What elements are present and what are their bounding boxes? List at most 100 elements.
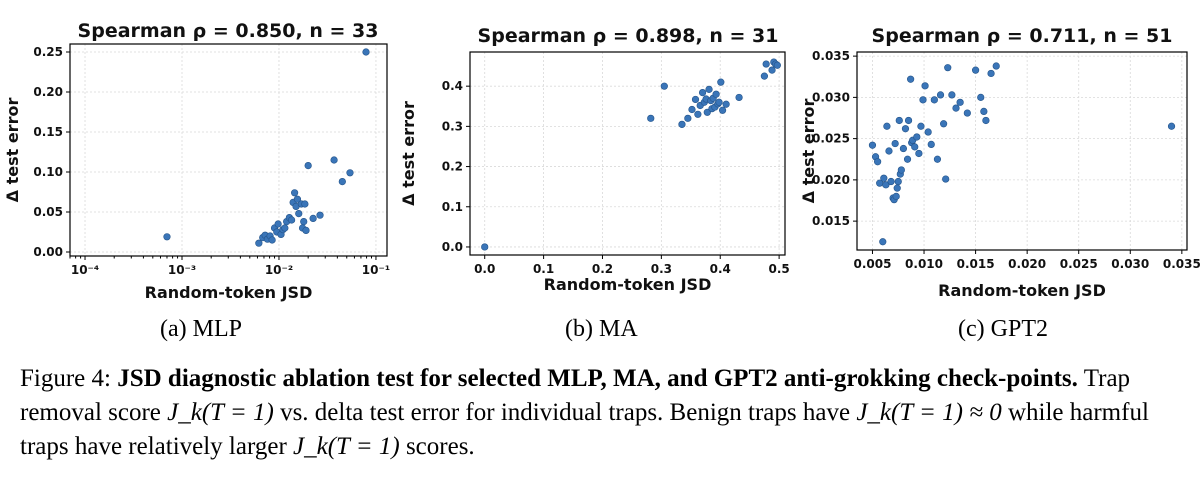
data-point xyxy=(891,139,899,148)
y-tick-label: 0.05 xyxy=(33,205,63,219)
data-point xyxy=(338,178,346,186)
plot-frame xyxy=(69,43,388,257)
data-point xyxy=(647,114,655,122)
y-tick-label: 0.020 xyxy=(812,173,850,187)
data-point xyxy=(735,93,743,102)
data-point xyxy=(768,66,776,74)
data-point xyxy=(163,233,171,241)
data-point xyxy=(268,236,276,244)
data-point xyxy=(316,211,324,219)
data-point xyxy=(688,105,696,114)
caption-formula-2: J_k(T = 1) ≈ 0 xyxy=(856,399,1002,426)
data-point xyxy=(879,238,887,246)
x-tick-label: 10⁻¹ xyxy=(362,263,390,277)
y-tick-label: 0.15 xyxy=(33,125,63,139)
data-point xyxy=(868,141,877,149)
figure-label: Figure 4: xyxy=(20,365,111,392)
data-point xyxy=(882,181,890,189)
data-point xyxy=(362,48,370,56)
data-point xyxy=(963,109,971,117)
subcaption-gpt2: (c) GPT2 xyxy=(958,316,1048,342)
data-point xyxy=(948,91,956,99)
data-point xyxy=(703,108,711,116)
caption-text-3: while harmful traps have relatively larg… xyxy=(20,399,1149,460)
data-point xyxy=(936,91,945,99)
figure-caption: Figure 4: JSD diagnostic ablation test f… xyxy=(20,362,1190,464)
y-tick-label: 0.015 xyxy=(812,214,850,228)
data-point xyxy=(892,192,900,200)
data-point xyxy=(956,98,964,106)
data-point xyxy=(887,177,895,186)
data-point xyxy=(992,62,1000,70)
data-point xyxy=(678,120,686,128)
x-tick-label: 0.4 xyxy=(710,262,731,276)
y-tick-label: 0.030 xyxy=(812,90,850,104)
data-point xyxy=(295,210,303,218)
x-axis-label: Random-token JSD xyxy=(544,275,712,294)
x-tick-label: 0.5 xyxy=(768,262,789,276)
x-tick-label: 0.020 xyxy=(1008,257,1046,271)
data-point xyxy=(301,200,309,208)
y-axis-label: Δ test error xyxy=(399,101,418,206)
data-point xyxy=(907,75,915,83)
y-tick-label: 0.1 xyxy=(442,200,463,214)
data-point xyxy=(309,214,317,222)
data-point xyxy=(933,155,942,163)
data-point xyxy=(722,100,730,108)
x-tick-label: 0.1 xyxy=(533,262,554,276)
data-point xyxy=(698,88,707,97)
data-point xyxy=(773,61,781,69)
data-point xyxy=(291,189,299,197)
data-point xyxy=(691,95,700,104)
data-point xyxy=(940,120,948,128)
data-point xyxy=(899,144,908,153)
data-point xyxy=(718,106,727,114)
y-axis-label: Δ test error xyxy=(3,98,22,203)
data-point xyxy=(987,69,995,78)
data-point xyxy=(760,72,768,80)
data-point xyxy=(897,166,905,174)
x-tick-label: 0.015 xyxy=(957,257,995,271)
subcaption-ma: (b) MA xyxy=(565,316,638,342)
x-tick-label: 0.030 xyxy=(1111,257,1149,271)
chart-title: Spearman ρ = 0.711, n = 51 xyxy=(872,25,1173,47)
figure-title: JSD diagnostic ablation test for selecte… xyxy=(117,365,1078,392)
panel-gpt2: 0.005 0.010 0.015 0.020 0.025 0.030 0.035 0.015… xyxy=(799,0,1200,312)
data-point xyxy=(293,195,302,203)
y-tick-label: 0.3 xyxy=(442,119,463,133)
y-tick-label: 0.025 xyxy=(812,132,850,146)
x-tick-label: 0.005 xyxy=(853,257,891,271)
y-tick-label: 0.00 xyxy=(33,245,63,259)
data-point xyxy=(883,122,891,130)
y-tick-label: 0.10 xyxy=(33,165,63,179)
data-point xyxy=(895,116,903,125)
data-point xyxy=(885,147,893,155)
plot-frame xyxy=(856,51,1188,251)
caption-formula-3: J_k(T = 1) xyxy=(293,433,400,460)
data-point xyxy=(980,107,988,115)
data-point xyxy=(944,64,952,72)
data-point xyxy=(300,218,308,226)
x-tick-label: 0.3 xyxy=(651,262,672,276)
data-point xyxy=(1167,122,1176,130)
data-point xyxy=(705,85,713,93)
data-point xyxy=(684,114,692,122)
x-tick-label: 0.2 xyxy=(592,262,613,276)
data-point xyxy=(901,125,910,133)
data-point xyxy=(302,226,310,234)
x-tick-label: 0.010 xyxy=(905,257,943,271)
panel-mlp: 10⁻⁴ 10⁻³ 10⁻² 10⁻¹ 0.00 0.05 0.10 0.15 0.20 0.25… xyxy=(0,0,400,312)
data-point xyxy=(255,239,263,247)
data-point xyxy=(921,82,929,90)
data-point xyxy=(930,96,938,104)
data-point xyxy=(762,60,770,68)
caption-text-1: Trap removal score xyxy=(20,365,1131,426)
y-tick-label: 0.0 xyxy=(442,240,463,254)
data-point xyxy=(903,155,912,163)
data-point xyxy=(971,66,980,74)
data-point xyxy=(717,78,725,86)
chart-gpt2: 0.005 0.010 0.015 0.020 0.025 0.030 0.035 0.015… xyxy=(799,25,1200,300)
data-point xyxy=(977,93,985,101)
data-point xyxy=(712,90,720,98)
plot-frame xyxy=(469,51,786,256)
